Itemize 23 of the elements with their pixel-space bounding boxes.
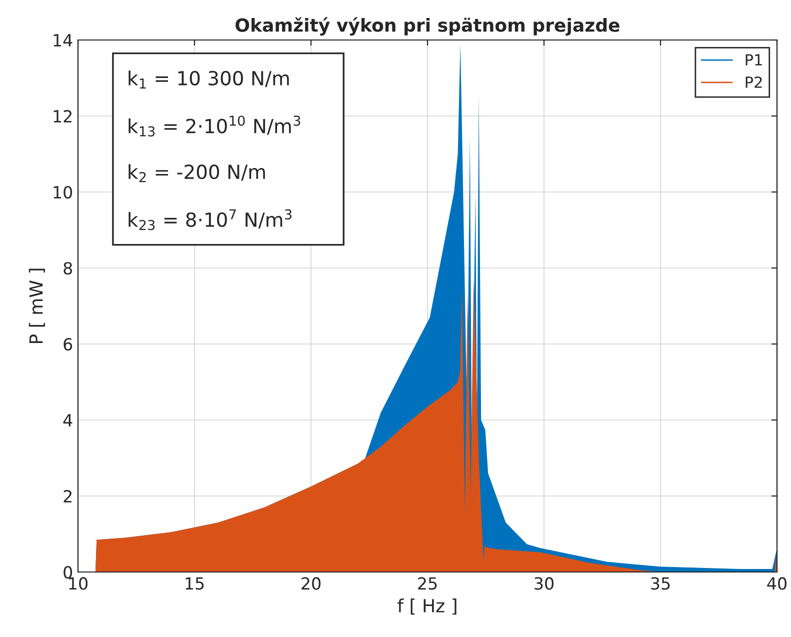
y-tick-label: 0	[64, 566, 72, 579]
y-tick-label: 14	[54, 34, 72, 46]
x-tick-label: 20	[302, 577, 320, 590]
legend-label: P1	[746, 54, 762, 66]
y-axis-title: P [ mW ]	[28, 268, 45, 344]
annotation: k$_{2}$ = -200 N/m	[128, 164, 265, 182]
y-tick-label: 4	[63, 414, 72, 426]
y-tick-label: 8	[64, 262, 72, 275]
y-tick-label: 6	[64, 338, 72, 351]
x-tick-label: 30	[534, 577, 554, 590]
annotation: k$_{13}$ = 2·10$^{10}$ N/m$^{3}$	[128, 116, 300, 137]
annotation: k$_{1}$ = 10 300 N/m	[128, 70, 289, 88]
x-tick-label: 40	[767, 577, 786, 590]
y-tick-label: 12	[54, 110, 72, 122]
x-axis-title: f [ Hz ]	[398, 598, 456, 615]
y-tick-label: 10	[54, 186, 72, 199]
y-tick-label: 2	[64, 490, 72, 502]
x-tick-label: 25	[418, 577, 437, 590]
legend-label: P2	[746, 76, 762, 88]
annotation: k$_{23}$ = 8·10$^{7}$ N/m$^{3}$	[128, 209, 292, 230]
x-tick-label: 15	[186, 577, 204, 590]
chart-title: Okamžitý výkon pri spätnom prejazde	[236, 17, 620, 36]
x-tick-label: 35	[651, 577, 670, 590]
